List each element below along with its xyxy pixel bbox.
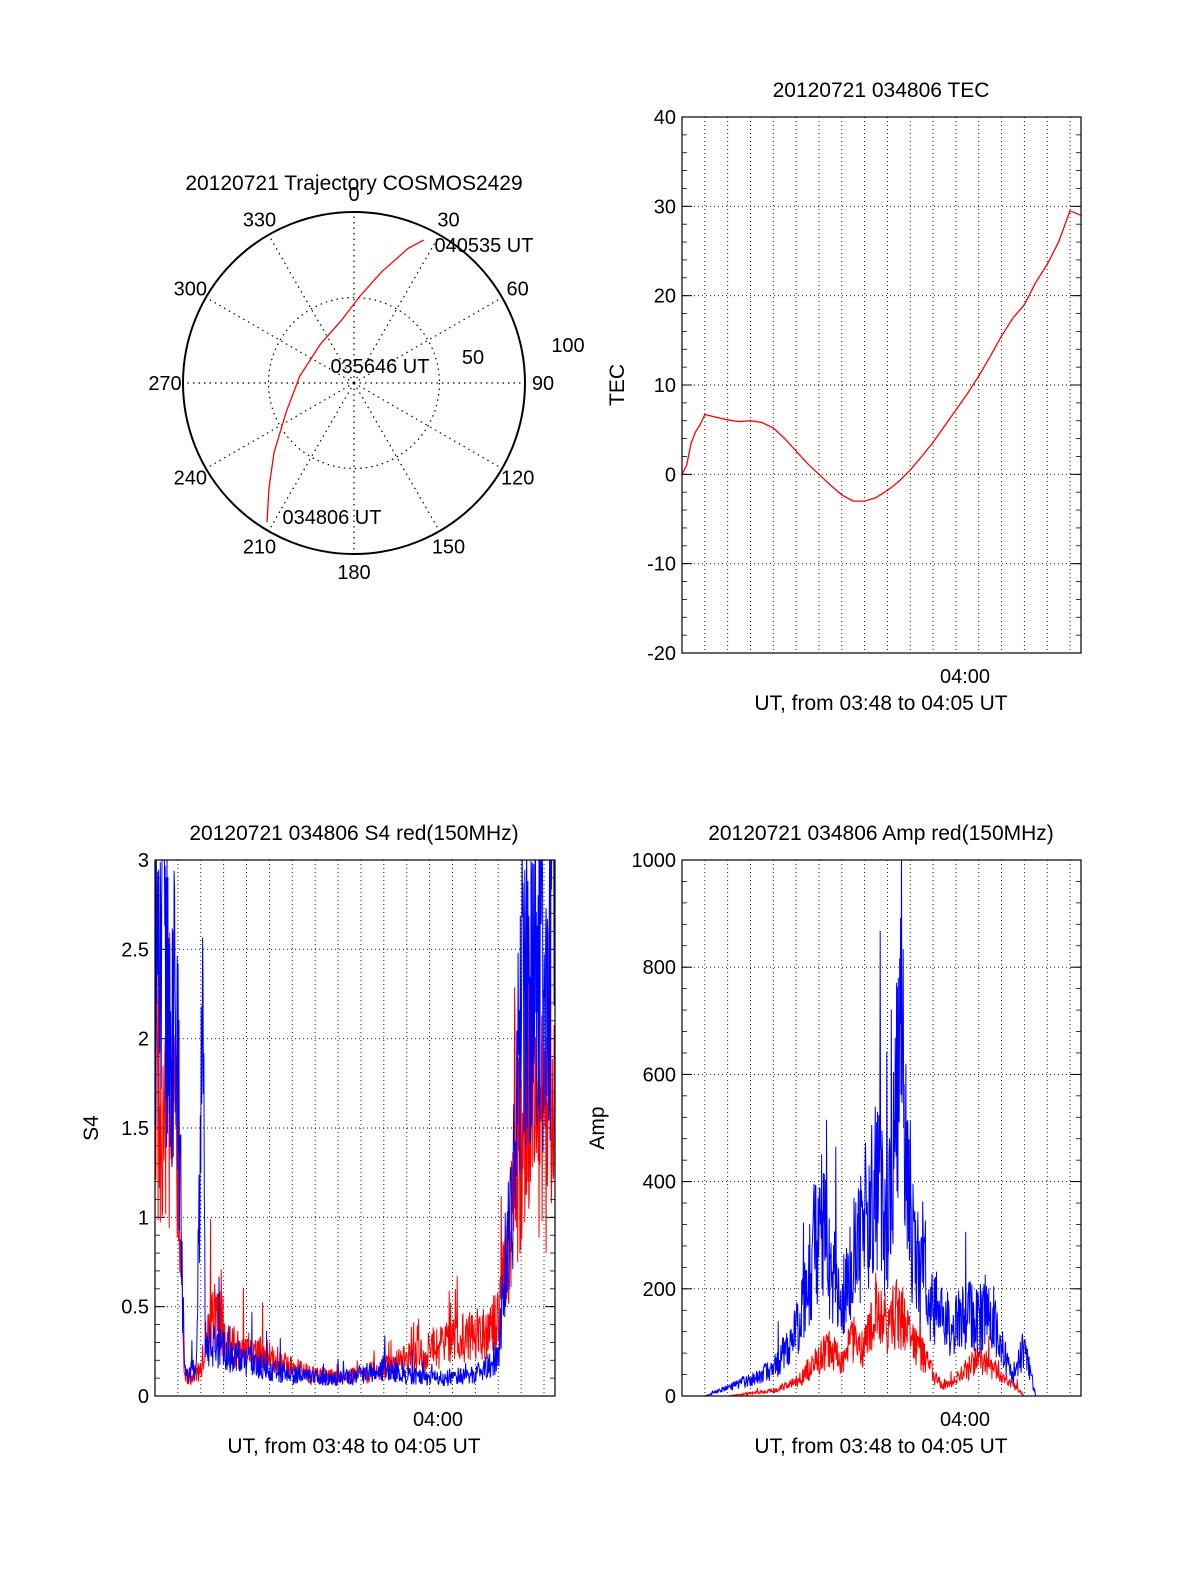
amp-x-axis-label: UT, from 03:48 to 04:05 UT	[754, 1435, 1007, 1458]
tec-plot: 20120721 034806 TEC -20 -10 0 10 20 30 40 04:0…	[606, 79, 1082, 715]
s4-ytick-label: 0	[138, 1386, 149, 1408]
amp-ytick-label: 800	[643, 957, 676, 979]
amp-series-blue	[682, 860, 1081, 1396]
polar-outer-circle	[182, 211, 526, 555]
polar-angle-label-330: 330	[243, 209, 276, 231]
tec-x-axis-label: UT, from 03:48 to 04:05 UT	[754, 692, 1007, 715]
polar-angle-label-150: 150	[432, 537, 465, 559]
s4-series-blue	[155, 860, 555, 1387]
amp-series	[682, 860, 1081, 1396]
tec-ytick-label: -10	[647, 554, 676, 576]
s4-x-tick-0400: 04:00	[413, 1409, 463, 1431]
amp-series-red	[682, 1272, 1081, 1396]
s4-ytick-label: 1.5	[121, 1118, 149, 1140]
polar-spoke-330	[267, 234, 355, 384]
amp-axes-frame	[681, 859, 1082, 1397]
polar-angle-label-0: 0	[348, 184, 359, 206]
s4-x-axis-label: UT, from 03:48 to 04:05 UT	[227, 1435, 480, 1458]
trajectory-polar-plot: 20120721 Trajectory COSMOS2429 0 30 60 90 12…	[148, 172, 584, 584]
polar-angle-label-90: 90	[532, 373, 554, 395]
tec-ytick-label: 20	[654, 286, 676, 308]
s4-title: 20120721 034806 S4 red(150MHz)	[189, 822, 518, 845]
polar-angle-label-240: 240	[174, 468, 207, 490]
trajectory-track-line	[266, 239, 425, 523]
s4-plot: 20120721 034806 S4 red(150MHz) 0 0.5 1 1.5 2…	[80, 822, 556, 1458]
polar-angle-label-120: 120	[501, 468, 534, 490]
polar-angle-label-270: 270	[148, 373, 181, 395]
s4-y-tick-labels: 0 0.5 1 1.5 2 2.5 3	[121, 850, 149, 1408]
amp-ytick-label: 600	[643, 1064, 676, 1086]
amp-ytick-label: 0	[665, 1386, 676, 1408]
tec-ytick-label: 10	[654, 375, 676, 397]
trajectory-title: 20120721 Trajectory COSMOS2429	[185, 172, 522, 195]
track-end-annotation: 040535 UT	[435, 235, 534, 257]
amp-title: 20120721 034806 Amp red(150MHz)	[708, 822, 1054, 845]
polar-angle-label-210: 210	[243, 537, 276, 559]
track-start-annotation: 034806 UT	[283, 507, 382, 529]
s4-ytick-label: 3	[138, 850, 149, 872]
tec-series	[682, 209, 1081, 502]
track-mid-annotation: 035646 UT	[331, 356, 430, 378]
polar-spoke-240	[205, 382, 355, 470]
amp-x-tick-0400: 04:00	[940, 1409, 990, 1431]
tec-ytick-label: -20	[647, 643, 676, 665]
polar-angle-labels: 0 30 60 90 120 150 180 210 240 270 300 330	[148, 184, 554, 584]
s4-y-axis-label: S4	[80, 1115, 103, 1141]
s4-series	[155, 860, 555, 1387]
tec-ytick-label: 40	[654, 107, 676, 129]
tec-ytick-label: 30	[654, 196, 676, 218]
polar-grid	[183, 212, 525, 554]
s4-series-red	[155, 860, 555, 1386]
polar-ring-50	[267, 296, 441, 470]
s4-ytick-label: 1	[138, 1207, 149, 1229]
amp-ytick-label: 400	[643, 1172, 676, 1194]
tec-axes-frame	[681, 116, 1082, 654]
polar-spoke-210	[267, 382, 355, 532]
amp-plot: 20120721 034806 Amp red(150MHz) 0 200 400 6…	[586, 822, 1082, 1458]
s4-ytick-label: 2.5	[121, 939, 149, 961]
tec-series-red	[682, 209, 1081, 502]
amp-y-axis-label: Amp	[586, 1106, 609, 1149]
s4-ytick-label: 2	[138, 1029, 149, 1051]
polar-spoke-150	[353, 382, 441, 532]
tec-y-tick-labels: -20 -10 0 10 20 30 40	[647, 107, 676, 665]
s4-ytick-label: 0.5	[121, 1297, 149, 1319]
polar-spoke-60	[353, 296, 503, 384]
amp-grid	[682, 859, 1081, 1397]
amp-y-tick-labels: 0 200 400 600 800 1000	[632, 850, 677, 1408]
polar-spoke-120	[353, 382, 503, 470]
polar-angle-label-180: 180	[337, 562, 370, 584]
tec-y-axis-label: TEC	[606, 364, 629, 406]
radial-label-50: 50	[462, 347, 484, 369]
polar-spoke-300	[205, 296, 355, 384]
tec-grid	[682, 116, 1081, 654]
polar-angle-label-30: 30	[437, 209, 459, 231]
polar-spoke-30	[353, 234, 441, 384]
amp-ytick-label: 200	[643, 1279, 676, 1301]
tec-title: 20120721 034806 TEC	[773, 79, 990, 102]
amp-ytick-label: 1000	[632, 850, 677, 872]
s4-axes-frame	[154, 859, 556, 1397]
tec-ytick-label: 0	[665, 464, 676, 486]
tec-x-tick-0400: 04:00	[940, 666, 990, 688]
polar-angle-label-60: 60	[507, 279, 529, 301]
polar-angle-label-300: 300	[174, 279, 207, 301]
radial-label-100: 100	[551, 335, 584, 357]
